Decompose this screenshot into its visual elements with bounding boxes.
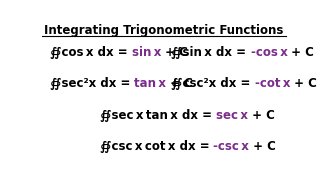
Text: ∯sec x tan x dx =: ∯sec x tan x dx = bbox=[100, 109, 216, 122]
Text: + C: + C bbox=[161, 46, 188, 59]
Text: ∯cos x dx =: ∯cos x dx = bbox=[50, 46, 132, 59]
Text: ∯sin x dx =: ∯sin x dx = bbox=[172, 46, 251, 59]
Text: sec x: sec x bbox=[216, 109, 248, 122]
Text: + C: + C bbox=[291, 77, 317, 91]
Text: + C: + C bbox=[249, 140, 276, 153]
Text: + C: + C bbox=[166, 77, 193, 91]
Text: -cos x: -cos x bbox=[251, 46, 287, 59]
Text: -cot x: -cot x bbox=[255, 77, 291, 91]
Text: ∯sec²x dx =: ∯sec²x dx = bbox=[50, 77, 134, 91]
Text: tan x: tan x bbox=[134, 77, 166, 91]
Text: ∯csc x cot x dx =: ∯csc x cot x dx = bbox=[100, 140, 213, 153]
Text: + C: + C bbox=[248, 109, 275, 122]
Text: ∯csc²x dx =: ∯csc²x dx = bbox=[172, 77, 255, 91]
Text: -csc x: -csc x bbox=[213, 140, 249, 153]
Text: Integrating Trigonometric Functions: Integrating Trigonometric Functions bbox=[44, 24, 284, 37]
Text: + C: + C bbox=[287, 46, 314, 59]
Text: sin x: sin x bbox=[132, 46, 161, 59]
